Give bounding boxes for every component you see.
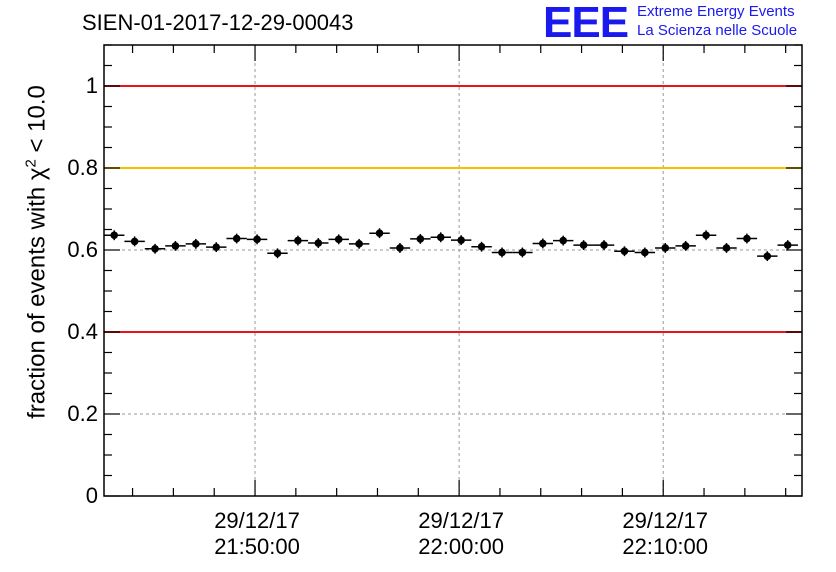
data-point	[389, 243, 411, 253]
point-marker	[396, 244, 404, 252]
data-point	[471, 241, 492, 252]
x-tick-label: 29/12/17 22:00:00	[418, 508, 504, 560]
plot-frame	[103, 44, 803, 497]
point-marker	[763, 252, 772, 260]
data-point	[450, 235, 472, 246]
data-point	[206, 242, 227, 253]
point-marker	[783, 241, 792, 249]
point-marker	[702, 231, 710, 240]
data-point	[124, 236, 145, 247]
data-point	[430, 232, 451, 243]
y-tick-label: 1	[85, 73, 98, 98]
chart-title: SIEN-01-2017-12-29-00043	[82, 10, 354, 35]
data-point	[348, 238, 370, 249]
axis-ticks	[104, 44, 802, 497]
point-marker	[600, 241, 608, 249]
data-point	[532, 238, 554, 249]
y-tick-label: 0.4	[67, 319, 98, 344]
point-marker	[232, 234, 241, 243]
reference-lines	[104, 85, 802, 333]
y-tick-label: 0.2	[67, 401, 98, 426]
point-marker	[518, 248, 527, 257]
y-axis-label: fraction of events with χ2 < 10.0	[22, 85, 51, 419]
data-point	[593, 240, 615, 250]
point-marker	[171, 242, 180, 250]
point-marker	[314, 239, 323, 247]
point-marker	[641, 248, 649, 257]
data-point	[328, 234, 349, 245]
data-point	[410, 234, 431, 244]
point-marker	[681, 242, 690, 250]
point-marker	[192, 240, 200, 248]
x-tick-label: 29/12/17 21:50:00	[214, 508, 300, 560]
point-marker	[579, 241, 588, 249]
data-point	[777, 240, 798, 250]
point-marker	[539, 239, 547, 248]
point-marker	[212, 243, 221, 251]
point-marker	[355, 240, 363, 248]
y-tick-label: 0	[85, 483, 98, 508]
point-marker	[477, 242, 486, 251]
point-marker	[620, 247, 629, 256]
data-point	[634, 247, 656, 258]
data-point	[185, 238, 207, 249]
data-point	[553, 235, 574, 246]
point-marker	[416, 235, 425, 243]
data-point	[695, 230, 717, 241]
point-marker	[294, 236, 302, 245]
point-marker	[375, 229, 384, 237]
point-marker	[743, 234, 751, 243]
data-point	[267, 248, 288, 259]
point-marker	[498, 248, 506, 257]
x-tick-date: 29/12/17	[418, 508, 504, 533]
data-point	[369, 228, 390, 239]
point-marker	[110, 231, 119, 240]
x-tick-date: 29/12/17	[622, 508, 709, 533]
point-marker	[253, 235, 261, 244]
x-tick-time: 22:10:00	[622, 534, 709, 559]
point-marker	[559, 236, 568, 245]
grid-lines	[104, 45, 802, 496]
data-point	[165, 240, 186, 251]
data-point	[736, 233, 758, 244]
x-tick-date: 29/12/17	[214, 508, 300, 533]
data-point	[675, 240, 696, 251]
point-marker	[436, 233, 445, 242]
data-point	[287, 235, 309, 246]
point-marker	[457, 236, 465, 244]
logo-text-line1: Extreme Energy Events	[637, 3, 795, 20]
point-marker	[661, 244, 670, 252]
x-tick-time: 21:50:00	[214, 534, 300, 559]
y-tick-label: 0.6	[67, 237, 98, 262]
y-tick-label: 0.8	[67, 155, 98, 180]
data-point	[144, 243, 166, 254]
data-point	[614, 246, 635, 257]
logo-text-line2: La Scienza nelle Scuole	[637, 22, 798, 39]
data-point	[757, 251, 778, 262]
point-marker	[130, 237, 139, 246]
data-point	[716, 243, 737, 253]
data-point	[226, 233, 247, 244]
data-point	[308, 238, 329, 248]
data-point	[246, 234, 268, 245]
point-marker	[334, 235, 343, 244]
axes-frame	[103, 44, 803, 497]
data-point	[104, 230, 125, 241]
data-point	[512, 247, 533, 258]
data-point	[491, 247, 513, 258]
x-tick-label: 29/12/17 22:10:00	[622, 508, 708, 560]
point-marker	[273, 249, 282, 258]
point-marker	[722, 244, 731, 252]
eee-logo: EEE	[543, 0, 629, 47]
data-point	[573, 240, 594, 250]
data-point	[655, 243, 676, 253]
data-points	[104, 228, 798, 262]
point-marker	[151, 244, 159, 253]
x-tick-time: 22:00:00	[418, 534, 504, 559]
